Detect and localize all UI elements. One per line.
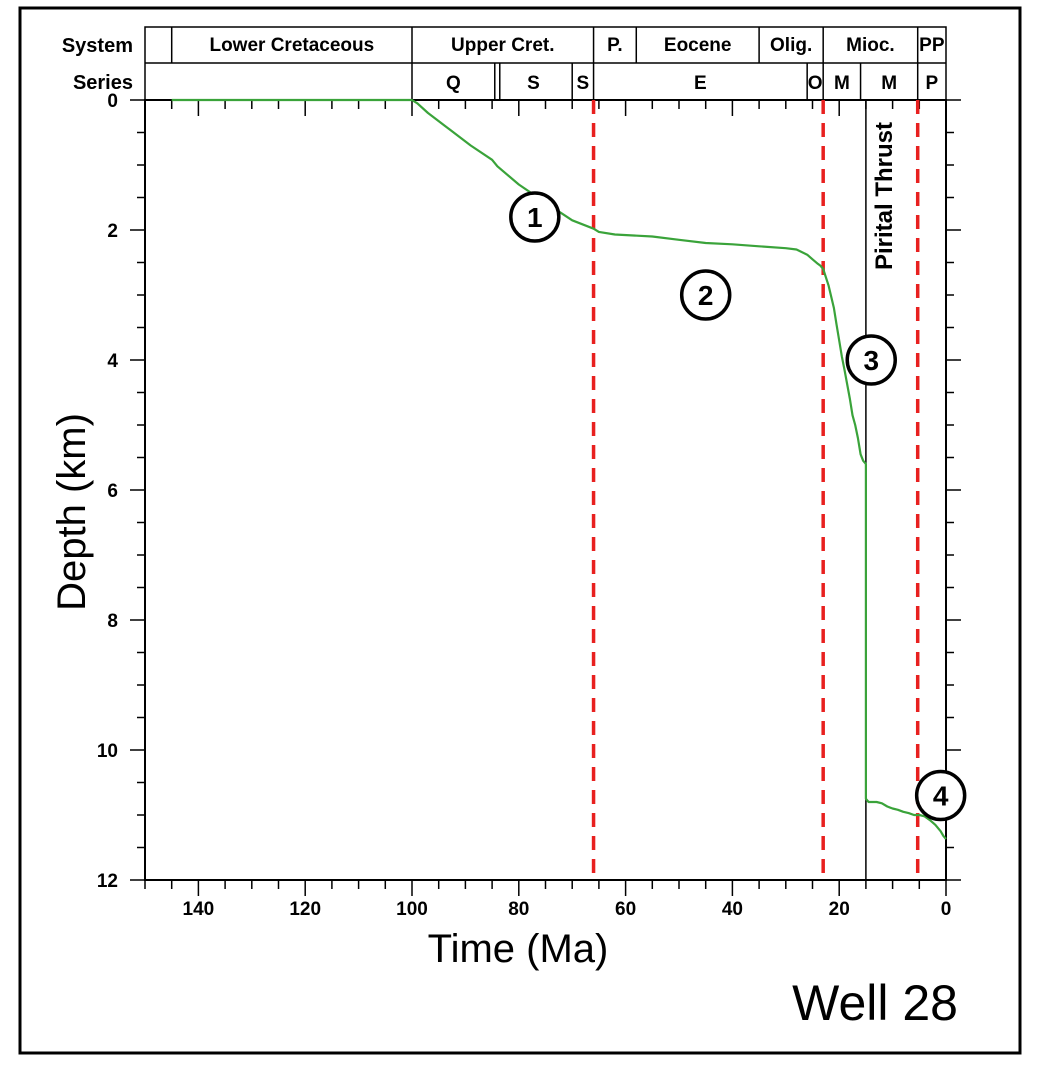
stage-marker-label: 2 bbox=[698, 280, 714, 311]
system-cell-label: PP bbox=[919, 35, 945, 56]
series-cell-label: S bbox=[527, 73, 540, 94]
stage-marker-circle bbox=[845, 334, 897, 386]
stage-marker-circle bbox=[679, 269, 732, 321]
x-tick-label: 20 bbox=[829, 899, 850, 920]
y-tick-label: 6 bbox=[107, 481, 118, 502]
series-cell-label: P bbox=[926, 73, 939, 94]
thrust-label: Pirital Thrust bbox=[871, 122, 898, 270]
x-tick-label: 60 bbox=[615, 899, 636, 920]
series-cell-label: E bbox=[694, 73, 707, 94]
x-tick-label: 140 bbox=[183, 899, 215, 920]
system-cell-label: Lower Cretaceous bbox=[209, 35, 374, 56]
x-axis-label: Time (Ma) bbox=[428, 927, 609, 971]
y-tick-label: 4 bbox=[107, 351, 118, 372]
series-cell-label: Q bbox=[446, 73, 461, 94]
y-tick-label: 8 bbox=[107, 611, 118, 632]
system-cell-label: Upper Cret. bbox=[451, 35, 554, 56]
series-row-label: Series bbox=[73, 72, 133, 94]
series-cell-label: O bbox=[808, 73, 823, 94]
system-cell-label: P. bbox=[607, 35, 623, 56]
x-tick-label: 0 bbox=[941, 899, 952, 920]
system-cell-label: Mioc. bbox=[846, 35, 895, 56]
y-tick-label: 0 bbox=[107, 91, 118, 112]
well-label: Well 28 bbox=[792, 975, 958, 1031]
stage-marker-circle bbox=[509, 191, 561, 243]
x-tick-label: 100 bbox=[396, 899, 428, 920]
series-cell-label: S bbox=[577, 73, 590, 94]
series-cell-label: M bbox=[834, 73, 850, 94]
x-tick-label: 120 bbox=[289, 899, 321, 920]
system-cell-label: Olig. bbox=[770, 35, 812, 56]
y-tick-label: 2 bbox=[107, 221, 118, 242]
x-tick-label: 40 bbox=[722, 899, 743, 920]
system-row-label: System bbox=[62, 35, 133, 57]
stage-marker-label: 1 bbox=[527, 202, 543, 233]
y-tick-label: 12 bbox=[97, 871, 118, 892]
stage-marker-circle bbox=[914, 769, 967, 822]
figure-frame bbox=[18, 6, 1022, 1055]
stratigraphic-header: System Series Lower Cretaceous Upper Cret… bbox=[62, 26, 947, 101]
y-tick-label: 10 bbox=[97, 741, 118, 762]
y-axis-label: Depth (km) bbox=[50, 413, 94, 611]
system-cell-label: Eocene bbox=[664, 35, 732, 56]
stage-marker-label: 3 bbox=[863, 345, 879, 376]
stage-marker-label: 4 bbox=[933, 781, 949, 812]
x-tick-label: 80 bbox=[508, 899, 529, 920]
series-cell-label: M bbox=[881, 73, 897, 94]
